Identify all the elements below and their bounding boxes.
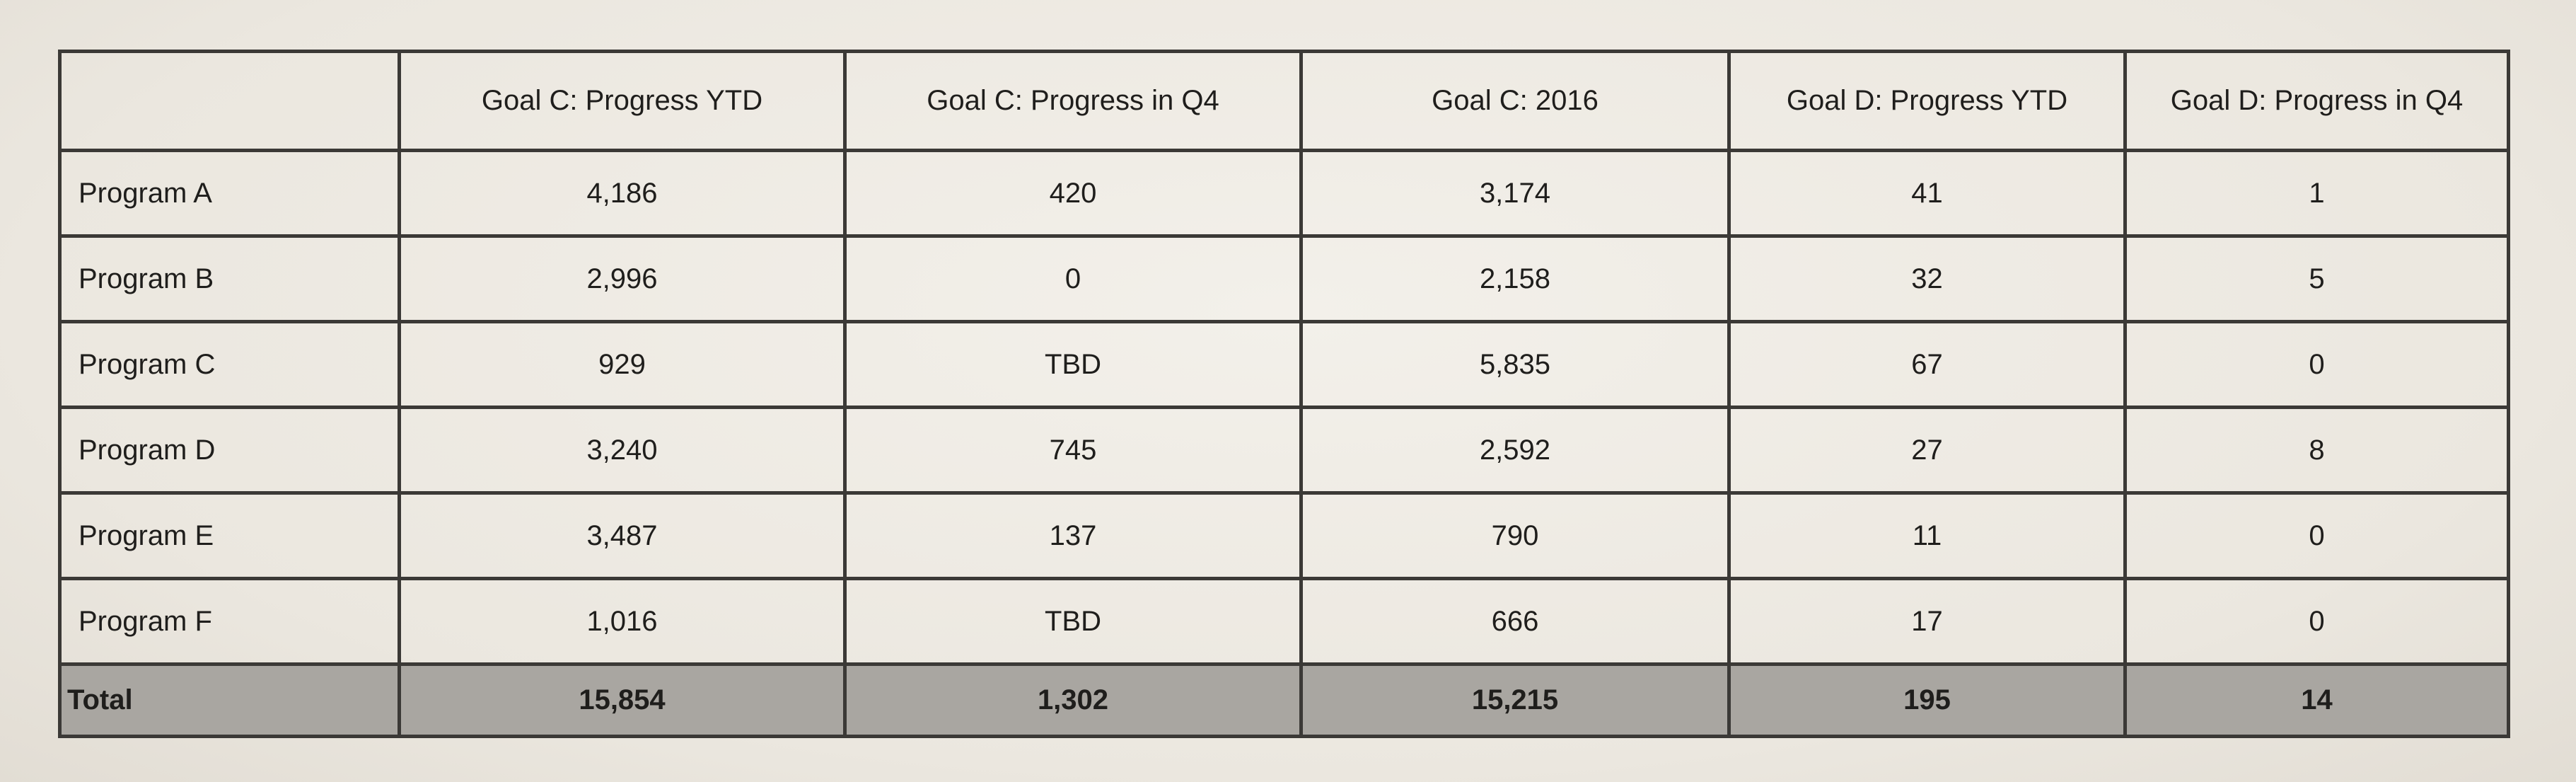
cell-goal-c-ytd: 3,240 [398, 406, 847, 495]
cell-goal-c-2016: 790 [1299, 491, 1731, 580]
cell-goal-c-ytd: 1,016 [398, 577, 847, 666]
table-row: Program B 2,996 0 2,158 32 5 [58, 234, 2510, 323]
row-label: Program C [58, 320, 401, 409]
total-goal-c-ytd: 15,854 [398, 662, 847, 738]
total-label: Total [58, 662, 401, 738]
program-goals-table: Goal C: Progress YTD Goal C: Progress in… [58, 50, 2510, 738]
total-row: Total 15,854 1,302 15,215 195 14 [58, 662, 2510, 738]
cell-goal-c-2016: 2,592 [1299, 406, 1731, 495]
table-row: Program E 3,487 137 790 11 0 [58, 491, 2510, 580]
cell-goal-d-ytd: 67 [1727, 320, 2127, 409]
cell-goal-d-q4: 0 [2123, 577, 2510, 666]
cell-goal-c-q4: TBD [843, 320, 1303, 409]
cell-goal-c-2016: 666 [1299, 577, 1731, 666]
row-label: Program E [58, 491, 401, 580]
cell-goal-c-q4: 137 [843, 491, 1303, 580]
table-row: Program D 3,240 745 2,592 27 8 [58, 406, 2510, 495]
cell-goal-c-q4: TBD [843, 577, 1303, 666]
cell-goal-c-q4: 0 [843, 234, 1303, 323]
row-label: Program D [58, 406, 401, 495]
cell-goal-d-q4: 8 [2123, 406, 2510, 495]
cell-goal-c-q4: 745 [843, 406, 1303, 495]
cell-goal-d-q4: 1 [2123, 149, 2510, 238]
table-row: Program A 4,186 420 3,174 41 1 [58, 149, 2510, 238]
cell-goal-c-q4: 420 [843, 149, 1303, 238]
table-row: Program C 929 TBD 5,835 67 0 [58, 320, 2510, 409]
header-goal-c-progress-q4: Goal C: Progress in Q4 [843, 50, 1303, 152]
cell-goal-c-ytd: 4,186 [398, 149, 847, 238]
cell-goal-c-2016: 5,835 [1299, 320, 1731, 409]
cell-goal-c-ytd: 3,487 [398, 491, 847, 580]
table-row: Program F 1,016 TBD 666 17 0 [58, 577, 2510, 666]
total-goal-d-q4: 14 [2123, 662, 2510, 738]
cell-goal-d-q4: 0 [2123, 491, 2510, 580]
header-row: Goal C: Progress YTD Goal C: Progress in… [58, 50, 2510, 152]
cell-goal-d-q4: 5 [2123, 234, 2510, 323]
cell-goal-c-2016: 2,158 [1299, 234, 1731, 323]
cell-goal-d-ytd: 11 [1727, 491, 2127, 580]
total-goal-d-ytd: 195 [1727, 662, 2127, 738]
row-label: Program B [58, 234, 401, 323]
header-cell-empty [58, 50, 401, 152]
total-goal-c-q4: 1,302 [843, 662, 1303, 738]
row-label: Program A [58, 149, 401, 238]
cell-goal-d-ytd: 17 [1727, 577, 2127, 666]
cell-goal-c-ytd: 929 [398, 320, 847, 409]
total-goal-c-2016: 15,215 [1299, 662, 1731, 738]
cell-goal-d-ytd: 41 [1727, 149, 2127, 238]
cell-goal-c-2016: 3,174 [1299, 149, 1731, 238]
header-goal-c-2016: Goal C: 2016 [1299, 50, 1731, 152]
row-label: Program F [58, 577, 401, 666]
cell-goal-d-ytd: 32 [1727, 234, 2127, 323]
cell-goal-d-q4: 0 [2123, 320, 2510, 409]
cell-goal-d-ytd: 27 [1727, 406, 2127, 495]
cell-goal-c-ytd: 2,996 [398, 234, 847, 323]
header-goal-d-progress-q4: Goal D: Progress in Q4 [2123, 50, 2510, 152]
header-goal-d-progress-ytd: Goal D: Progress YTD [1727, 50, 2127, 152]
header-goal-c-progress-ytd: Goal C: Progress YTD [398, 50, 847, 152]
